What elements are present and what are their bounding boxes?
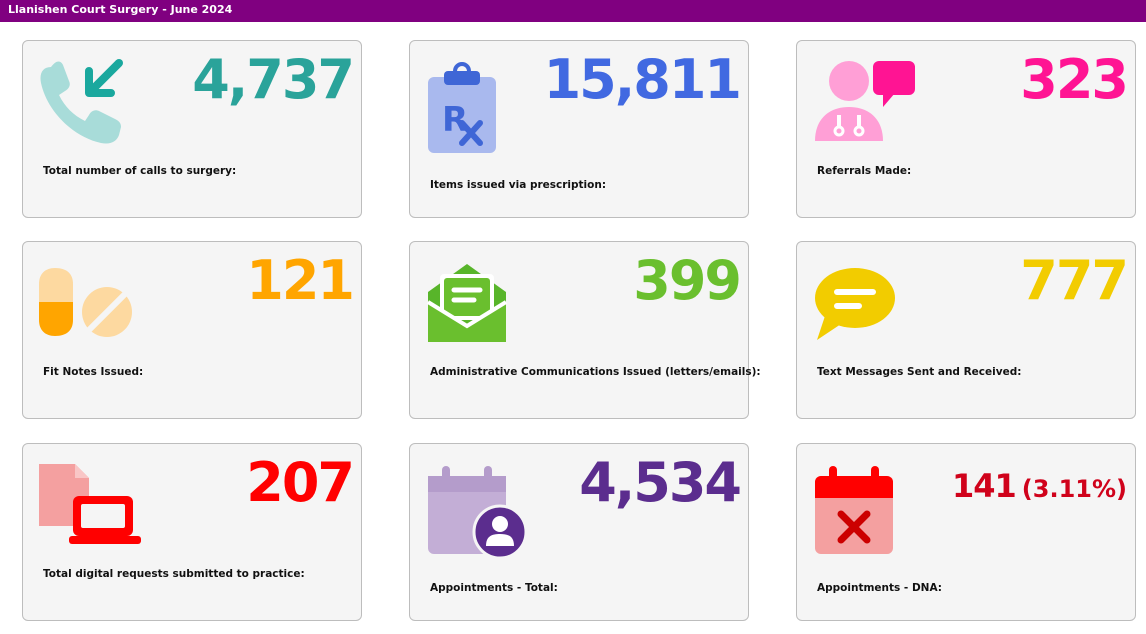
stat-card-fit-notes: 121 Fit Notes Issued: — [22, 241, 362, 419]
fit-notes-count: 121 — [246, 249, 355, 312]
dna-number: 141 — [952, 467, 1017, 505]
dna-percentage: (3.11%) — [1021, 475, 1127, 503]
digital-requests-label: Total digital requests submitted to prac… — [43, 568, 305, 580]
calls-count: 4,737 — [192, 48, 355, 111]
phone-incoming-icon — [40, 59, 123, 144]
stat-card-referrals: 323 Referrals Made: — [796, 40, 1136, 218]
text-messages-label: Text Messages Sent and Received: — [817, 366, 1022, 378]
appointments-dna-count: 141 (3.11%) — [952, 466, 1127, 509]
prescriptions-label: Items issued via prescription: — [430, 179, 607, 191]
prescriptions-count: 15,811 — [543, 48, 742, 111]
stat-card-appointments-dna: 141 (3.11%) Appointments - DNA: — [796, 443, 1136, 621]
appointments-total-label: Appointments - Total: — [430, 582, 558, 594]
appointments-total-count: 4,534 — [579, 451, 742, 514]
prescription-clipboard-icon: R — [428, 62, 496, 153]
chat-bubble-icon — [815, 268, 895, 340]
fit-notes-label: Fit Notes Issued: — [43, 366, 144, 378]
calls-label: Total number of calls to surgery: — [43, 165, 237, 177]
admin-comms-count: 399 — [633, 249, 742, 312]
admin-comms-label: Administrative Communications Issued (le… — [430, 366, 761, 378]
stat-card-digital-requests: 207 Total digital requests submitted to … — [22, 443, 362, 621]
open-envelope-icon — [426, 264, 508, 342]
stat-card-text-messages: 777 Text Messages Sent and Received: — [796, 241, 1136, 419]
page-title: Llanishen Court Surgery - June 2024 — [8, 3, 233, 16]
digital-requests-count: 207 — [246, 451, 355, 514]
svg-text:R: R — [442, 100, 468, 140]
calendar-user-icon — [428, 466, 528, 558]
text-messages-count: 777 — [1020, 249, 1129, 312]
page-header: Llanishen Court Surgery - June 2024 — [0, 0, 1146, 22]
doctor-speech-bubble-icon — [815, 61, 915, 141]
stat-card-calls: 4,737 Total number of calls to surgery: — [22, 40, 362, 218]
stat-card-admin-comms: 399 Administrative Communications Issued… — [409, 241, 761, 419]
stat-card-appointments-total: 4,534 Appointments - Total: — [409, 443, 749, 621]
referrals-count: 323 — [1020, 48, 1129, 111]
appointments-dna-label: Appointments - DNA: — [817, 582, 942, 594]
laptop-document-icon — [39, 464, 141, 544]
referrals-label: Referrals Made: — [817, 165, 912, 177]
pills-icon — [39, 268, 132, 337]
calendar-cross-icon — [815, 466, 893, 554]
stat-card-prescriptions: R 15,811 Items issued via prescription: — [409, 40, 749, 218]
